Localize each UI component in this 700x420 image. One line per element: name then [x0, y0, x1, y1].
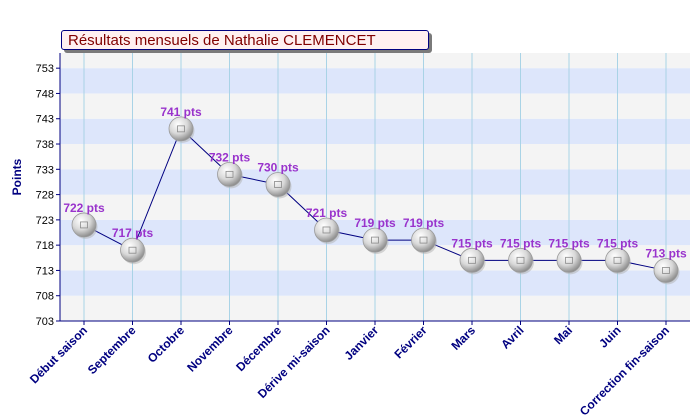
data-point-ball	[653, 258, 679, 283]
data-point	[265, 172, 292, 199]
data-point-ball	[605, 247, 630, 273]
data-label: 717 pts	[112, 226, 154, 240]
data-point-ball	[314, 217, 339, 243]
chart-title-box: Résultats mensuels de Nathalie CLEMENCET	[61, 30, 429, 50]
data-label: 741 pts	[160, 105, 202, 119]
data-label: 715 pts	[548, 236, 590, 250]
data-point	[556, 247, 583, 275]
data-point	[459, 247, 486, 275]
data-point-emblem	[613, 256, 622, 264]
data-label: 715 pts	[451, 236, 493, 250]
data-label: 715 pts	[597, 236, 639, 250]
y-tick-label: 733	[36, 164, 54, 176]
data-point-ball	[168, 116, 194, 142]
x-tick-label: Octobre	[145, 323, 188, 366]
y-tick-label: 738	[36, 139, 54, 151]
y-tick-label: 753	[36, 63, 54, 75]
data-point-emblem	[468, 256, 476, 264]
data-point-emblem	[371, 236, 379, 244]
data-point-emblem	[419, 236, 428, 244]
x-tick-label: Juin	[596, 323, 623, 350]
data-point-ball	[71, 212, 97, 238]
data-label: 719 pts	[354, 216, 396, 230]
data-point	[71, 212, 98, 239]
data-label: 719 pts	[403, 216, 445, 230]
data-label: 721 pts	[306, 206, 348, 220]
x-tick-label: Septembre	[85, 323, 139, 377]
y-tick-label: 713	[36, 265, 54, 277]
y-tick-label: 748	[36, 88, 54, 100]
y-tick-label: 708	[36, 291, 54, 303]
y-tick-label: 743	[36, 114, 54, 126]
data-point-emblem	[274, 181, 282, 188]
x-tick-label: Février	[391, 323, 429, 361]
data-point-ball	[217, 161, 242, 187]
x-tick-label: Novembre	[184, 323, 236, 375]
data-label: 732 pts	[209, 150, 251, 164]
data-point-ball	[265, 172, 291, 197]
x-tick-label: Mars	[448, 323, 478, 353]
data-point-ball	[411, 227, 436, 253]
data-point-emblem	[662, 267, 670, 274]
data-point	[314, 217, 340, 244]
data-point-ball	[556, 247, 582, 273]
y-tick-label: 728	[36, 190, 54, 202]
data-point-emblem	[516, 256, 525, 264]
x-tick-label: Décembre	[233, 323, 284, 374]
data-point	[411, 227, 437, 255]
data-point	[217, 161, 243, 189]
data-point	[508, 247, 534, 275]
data-label: 715 pts	[500, 236, 542, 250]
data-label: 722 pts	[63, 201, 105, 215]
data-point-emblem	[322, 226, 331, 234]
x-tick-label: Janvier	[342, 323, 382, 363]
data-point-ball	[459, 247, 485, 273]
data-point	[362, 227, 389, 255]
data-point-ball	[508, 247, 533, 273]
data-point	[120, 237, 146, 265]
chart-title: Résultats mensuels de Nathalie CLEMENCET	[68, 32, 376, 49]
y-tick-label: 718	[36, 240, 54, 252]
data-point-emblem	[177, 125, 185, 133]
y-axis-label: Points	[10, 158, 24, 195]
y-tick-label: 723	[36, 215, 54, 227]
data-point-ball	[120, 237, 145, 263]
data-label: 730 pts	[257, 160, 299, 174]
data-point-emblem	[225, 170, 234, 178]
y-tick-label: 703	[36, 316, 54, 328]
data-point	[653, 258, 680, 285]
data-point	[168, 116, 195, 143]
data-point-emblem	[565, 256, 573, 264]
data-point	[605, 247, 631, 275]
data-point-emblem	[128, 246, 137, 254]
x-tick-label: Avril	[498, 323, 526, 351]
x-tick-label: Mai	[551, 323, 575, 347]
x-tick-label: Correction fin-saison	[577, 323, 672, 418]
data-label: 713 pts	[645, 246, 687, 260]
data-point-ball	[362, 227, 388, 253]
data-point-emblem	[80, 221, 88, 229]
x-tick-label: Début saison	[27, 323, 90, 386]
